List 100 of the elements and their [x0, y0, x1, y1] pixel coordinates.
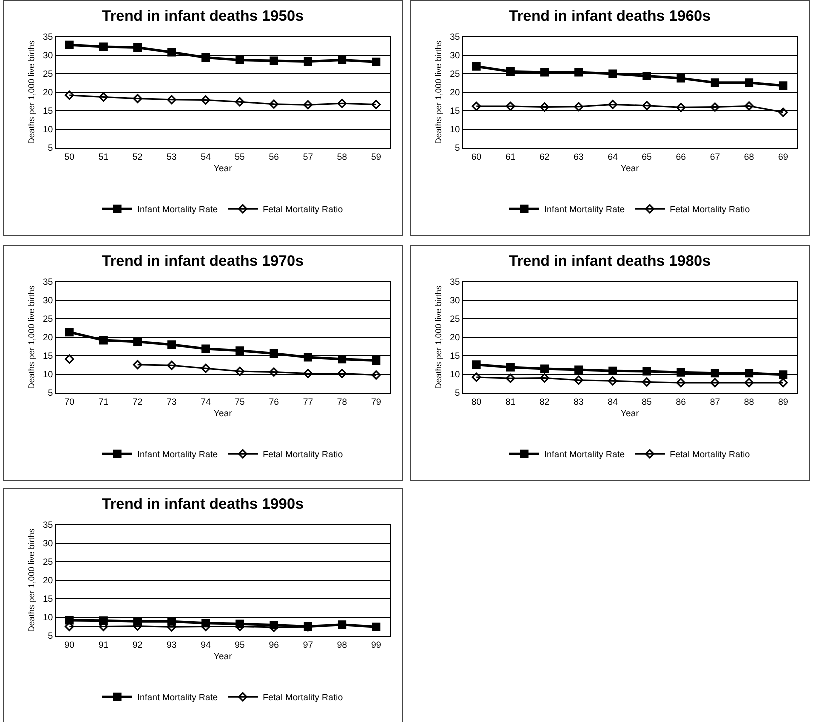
x-tick-label: 90 [64, 640, 75, 650]
chart-title: Trend in infant deaths 1970s [102, 252, 304, 270]
x-tick-label: 57 [303, 152, 314, 162]
y-axis-title: Deaths per 1,000 live births [26, 528, 37, 632]
x-tick-label: 67 [710, 152, 720, 162]
y-tick-label: 15 [450, 106, 460, 116]
legend-label: Infant Mortality Rate [138, 692, 218, 703]
y-tick-label: 25 [43, 69, 54, 80]
x-tick-label: 88 [744, 396, 754, 407]
x-tick-label: 58 [337, 152, 348, 162]
y-tick-label: 20 [450, 332, 460, 343]
legend-label: Infant Mortality Rate [544, 204, 626, 215]
x-tick-label: 78 [337, 396, 348, 407]
chart-title: Trend in infant deaths 1990s [102, 496, 304, 513]
x-tick-label: 75 [235, 396, 246, 407]
x-tick-label: 73 [166, 396, 177, 407]
x-tick-label: 62 [540, 152, 550, 162]
y-tick-label: 10 [43, 124, 54, 135]
y-tick-label: 20 [43, 332, 54, 343]
x-tick-label: 61 [506, 152, 516, 162]
x-tick-label: 99 [371, 640, 382, 650]
x-axis-title: Year [620, 408, 640, 419]
y-tick-label: 20 [450, 88, 460, 98]
y-axis-title: Deaths per 1,000 live births [434, 40, 444, 144]
chart-title: Trend in infant deaths 1980s [509, 252, 711, 270]
x-tick-label: 68 [744, 152, 754, 162]
x-tick-label: 76 [269, 396, 280, 407]
x-tick-label: 64 [608, 152, 618, 162]
y-axis-title: Deaths per 1,000 live births [434, 286, 444, 390]
legend-label: Fetal Mortality Ratio [263, 692, 344, 703]
x-tick-label: 72 [132, 396, 143, 407]
x-tick-label: 54 [200, 152, 211, 162]
y-tick-label: 35 [43, 520, 54, 530]
y-tick-label: 35 [450, 32, 460, 42]
y-tick-label: 10 [43, 612, 54, 623]
x-tick-label: 77 [303, 396, 314, 407]
y-tick-label: 25 [43, 557, 54, 568]
y-tick-label: 5 [48, 631, 54, 642]
y-tick-label: 10 [43, 370, 54, 380]
y-tick-label: 20 [43, 576, 54, 586]
y-tick-label: 5 [455, 143, 460, 154]
x-axis-title: Year [214, 164, 232, 174]
x-axis-title: Year [214, 408, 232, 419]
x-tick-label: 87 [710, 396, 720, 407]
x-tick-label: 60 [472, 152, 482, 162]
y-tick-label: 35 [43, 277, 54, 288]
legend-label: Fetal Mortality Ratio [670, 450, 750, 460]
x-tick-label: 52 [132, 152, 143, 162]
y-tick-label: 25 [450, 314, 460, 324]
x-axis-title: Year [620, 164, 640, 174]
y-tick-label: 10 [450, 124, 460, 135]
chart-title: Trend in infant deaths 1960s [509, 8, 711, 25]
legend-label: Infant Mortality Rate [544, 450, 626, 460]
x-tick-label: 80 [472, 396, 482, 407]
x-tick-label: 83 [574, 396, 584, 407]
x-axis-title: Year [214, 652, 232, 662]
y-tick-label: 15 [450, 351, 460, 362]
y-tick-label: 35 [450, 277, 460, 288]
x-tick-label: 93 [166, 640, 177, 650]
x-tick-label: 74 [200, 396, 211, 407]
y-tick-label: 5 [455, 388, 460, 398]
x-tick-label: 53 [166, 152, 177, 162]
y-tick-label: 20 [43, 88, 54, 98]
y-tick-label: 30 [43, 50, 54, 61]
y-tick-label: 30 [450, 50, 460, 61]
x-tick-label: 84 [608, 396, 618, 407]
legend-label: Fetal Mortality Ratio [670, 204, 750, 215]
legend-label: Fetal Mortality Ratio [263, 450, 344, 460]
y-axis-title: Deaths per 1,000 live births [26, 286, 37, 390]
x-tick-label: 98 [337, 640, 348, 650]
y-tick-label: 35 [43, 32, 54, 42]
x-tick-label: 59 [371, 152, 382, 162]
x-tick-label: 97 [303, 640, 314, 650]
x-tick-label: 65 [642, 152, 652, 162]
y-tick-label: 30 [43, 296, 54, 306]
x-tick-label: 91 [98, 640, 109, 650]
y-tick-label: 15 [43, 594, 54, 604]
x-tick-label: 86 [676, 396, 686, 407]
legend-label: Fetal Mortality Ratio [263, 204, 344, 215]
x-tick-label: 50 [64, 152, 75, 162]
y-tick-label: 5 [48, 143, 54, 154]
x-tick-label: 70 [64, 396, 75, 407]
legend-label: Infant Mortality Rate [138, 204, 218, 215]
x-tick-label: 71 [98, 396, 109, 407]
x-tick-label: 94 [200, 640, 211, 650]
y-tick-label: 25 [450, 69, 460, 80]
x-tick-label: 82 [540, 396, 550, 407]
y-tick-label: 15 [43, 351, 54, 362]
x-tick-label: 95 [235, 640, 246, 650]
x-tick-label: 56 [269, 152, 280, 162]
y-tick-label: 25 [43, 314, 54, 324]
legend-label: Infant Mortality Rate [138, 450, 218, 460]
x-tick-label: 85 [642, 396, 652, 407]
y-tick-label: 15 [43, 106, 54, 116]
x-tick-label: 96 [269, 640, 280, 650]
chart-title: Trend in infant deaths 1950s [102, 8, 304, 25]
y-axis-title: Deaths per 1,000 live births [26, 40, 37, 144]
x-tick-label: 55 [235, 152, 246, 162]
x-tick-label: 89 [778, 396, 788, 407]
x-tick-label: 81 [506, 396, 516, 407]
